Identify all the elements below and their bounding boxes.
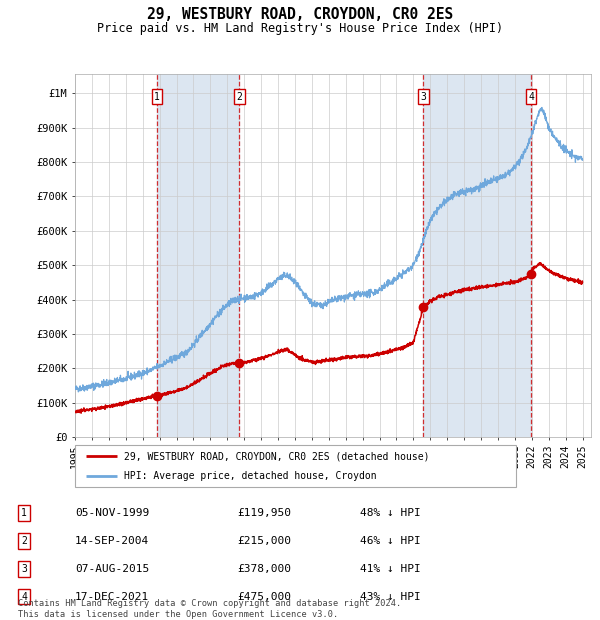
- Text: 07-AUG-2015: 07-AUG-2015: [75, 564, 149, 574]
- Text: 2: 2: [236, 92, 242, 102]
- Text: 17-DEC-2021: 17-DEC-2021: [75, 591, 149, 601]
- Text: 3: 3: [21, 564, 27, 574]
- Text: 48% ↓ HPI: 48% ↓ HPI: [360, 508, 421, 518]
- Text: 43% ↓ HPI: 43% ↓ HPI: [360, 591, 421, 601]
- Bar: [424, 74, 531, 437]
- Bar: [157, 74, 239, 437]
- Text: 4: 4: [21, 591, 27, 601]
- Text: £475,000: £475,000: [237, 591, 291, 601]
- Text: 46% ↓ HPI: 46% ↓ HPI: [360, 536, 421, 546]
- Text: 29, WESTBURY ROAD, CROYDON, CR0 2ES (detached house): 29, WESTBURY ROAD, CROYDON, CR0 2ES (det…: [124, 451, 429, 461]
- Text: 4: 4: [528, 92, 534, 102]
- Text: 1: 1: [21, 508, 27, 518]
- Text: 41% ↓ HPI: 41% ↓ HPI: [360, 564, 421, 574]
- Text: £119,950: £119,950: [237, 508, 291, 518]
- Text: HPI: Average price, detached house, Croydon: HPI: Average price, detached house, Croy…: [124, 471, 376, 481]
- Text: Contains HM Land Registry data © Crown copyright and database right 2024.
This d: Contains HM Land Registry data © Crown c…: [18, 600, 401, 619]
- Text: £215,000: £215,000: [237, 536, 291, 546]
- Text: 14-SEP-2004: 14-SEP-2004: [75, 536, 149, 546]
- Text: 1: 1: [154, 92, 160, 102]
- Text: £378,000: £378,000: [237, 564, 291, 574]
- Text: Price paid vs. HM Land Registry's House Price Index (HPI): Price paid vs. HM Land Registry's House …: [97, 22, 503, 35]
- Text: 29, WESTBURY ROAD, CROYDON, CR0 2ES: 29, WESTBURY ROAD, CROYDON, CR0 2ES: [147, 7, 453, 22]
- Text: 05-NOV-1999: 05-NOV-1999: [75, 508, 149, 518]
- Text: 3: 3: [421, 92, 426, 102]
- Text: 2: 2: [21, 536, 27, 546]
